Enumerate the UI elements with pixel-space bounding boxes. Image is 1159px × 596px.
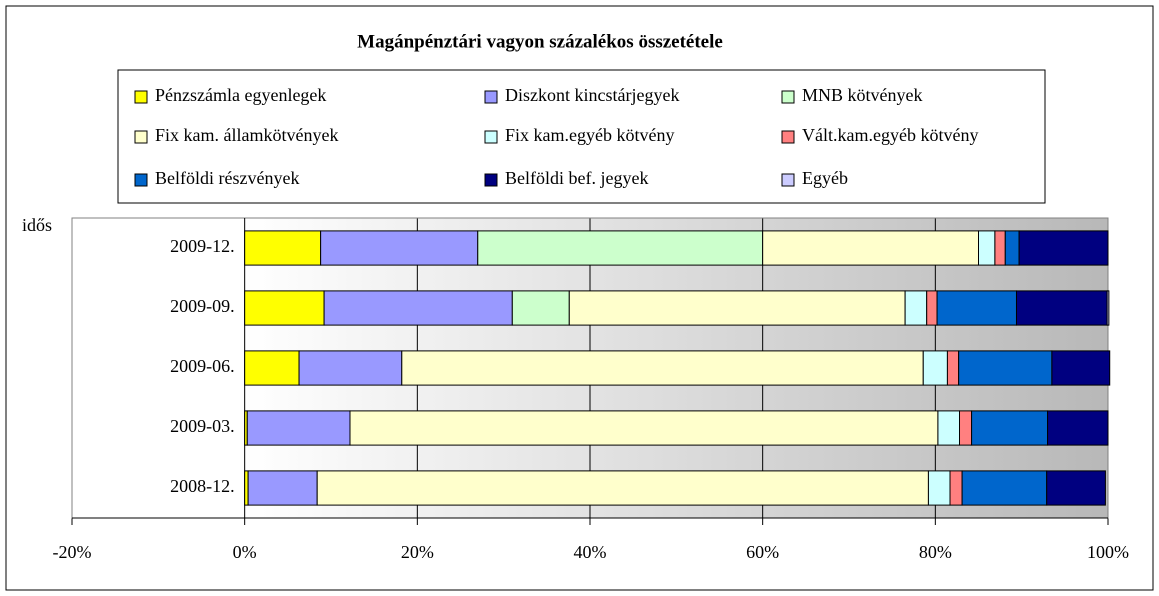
- bar-segment: [244, 470, 249, 506]
- y-tick-label: 2009-03.: [170, 416, 235, 436]
- bar-segment: [959, 410, 973, 446]
- legend-label: Fix kam.egyéb kötvény: [505, 125, 674, 145]
- bar-segment: [937, 410, 961, 446]
- bar-segment: [1004, 230, 1020, 266]
- x-tick-label: 60%: [746, 542, 779, 562]
- x-tick-label: 40%: [574, 542, 607, 562]
- bar-segment: [1051, 350, 1111, 386]
- bar-segment: [1015, 290, 1108, 326]
- bar-segment: [1018, 230, 1109, 266]
- bar-segment: [958, 350, 1053, 386]
- legend-swatch: [134, 90, 148, 104]
- bar-segment: [316, 470, 929, 506]
- y-tick-label: 2009-06.: [170, 356, 235, 376]
- bar-segment: [247, 470, 318, 506]
- y-tick-label: 2008-12.: [170, 476, 235, 496]
- legend-label: Vált.kam.egyéb kötvény: [802, 125, 978, 145]
- bar-segment: [927, 470, 951, 506]
- bar-segment: [1047, 410, 1109, 446]
- bar-segment: [244, 230, 322, 266]
- bar-segment: [349, 410, 939, 446]
- legend-label: Egyéb: [802, 168, 848, 188]
- legend-box: [117, 69, 1046, 204]
- legend-label: Fix kam. államkötvények: [155, 125, 338, 145]
- bar-segment: [244, 290, 325, 326]
- legend-swatch: [484, 173, 498, 187]
- bar-segment: [477, 230, 764, 266]
- bar-segment: [401, 350, 924, 386]
- bar-segment: [298, 350, 403, 386]
- legend-swatch: [484, 90, 498, 104]
- bar-segment: [936, 290, 1017, 326]
- x-tick-label: 100%: [1087, 542, 1129, 562]
- bar-segment: [949, 470, 963, 506]
- legend-label: Pénzszámla egyenlegek: [155, 85, 326, 105]
- bar-segment: [323, 290, 513, 326]
- legend-swatch: [484, 130, 498, 144]
- bar-segment: [246, 410, 351, 446]
- legend-label: MNB kötvények: [802, 85, 923, 105]
- legend-swatch: [781, 173, 795, 187]
- x-tick-label: 20%: [401, 542, 434, 562]
- axis-label: idős: [22, 215, 52, 235]
- x-tick-label: 80%: [919, 542, 952, 562]
- legend-swatch: [781, 130, 795, 144]
- x-tick-label: 0%: [233, 542, 257, 562]
- y-tick-label: 2009-09.: [170, 296, 235, 316]
- legend-label: Belföldi bef. jegyek: [505, 168, 648, 188]
- bar-segment: [511, 290, 570, 326]
- bar-segment: [994, 230, 1006, 266]
- y-tick-label: 2009-12.: [170, 236, 235, 256]
- bar-segment: [320, 230, 479, 266]
- bar-segment: [244, 350, 300, 386]
- bar-segment: [922, 350, 948, 386]
- bar-segment: [568, 290, 906, 326]
- bar-segment: [971, 410, 1049, 446]
- legend-swatch: [781, 90, 795, 104]
- bar-segment: [1046, 470, 1106, 506]
- chart-title: Magánpénztári vagyon százalékos összetét…: [357, 31, 723, 52]
- bar-segment: [946, 350, 960, 386]
- bar-segment: [904, 290, 928, 326]
- legend-swatch: [134, 130, 148, 144]
- bar-segment: [762, 230, 980, 266]
- legend-label: Belföldi részvények: [155, 168, 299, 188]
- bar-segment: [978, 230, 996, 266]
- legend-swatch: [134, 173, 148, 187]
- bar-segment: [926, 290, 938, 326]
- bar-segment: [961, 470, 1048, 506]
- x-tick-label: -20%: [53, 542, 92, 562]
- legend-label: Diszkont kincstárjegyek: [505, 85, 679, 105]
- bar-segment: [1106, 290, 1110, 326]
